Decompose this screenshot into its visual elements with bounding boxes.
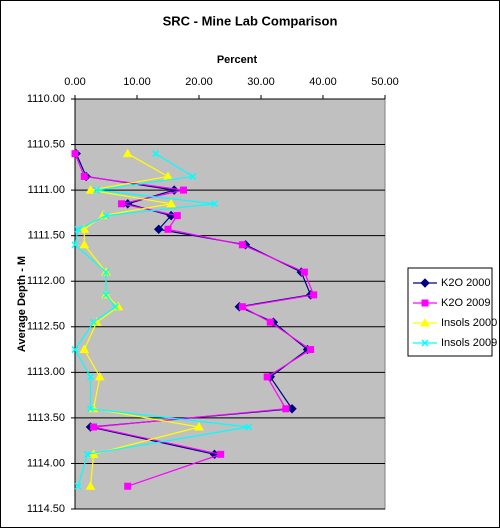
data-point xyxy=(310,291,318,299)
data-point xyxy=(111,303,119,311)
legend-marker xyxy=(420,317,430,327)
data-point xyxy=(210,200,219,208)
chart-title: SRC - Mine Lab Comparison xyxy=(163,13,338,28)
data-point xyxy=(263,373,271,381)
data-point xyxy=(102,291,110,299)
y-tick-label: 1114.00 xyxy=(27,457,65,469)
data-point xyxy=(189,172,197,180)
data-point xyxy=(152,150,160,158)
y-tick-label: 1110.00 xyxy=(27,93,65,105)
data-point xyxy=(74,482,82,490)
data-point xyxy=(217,450,225,458)
y-tick-label: 1110.50 xyxy=(27,138,65,150)
data-point xyxy=(90,318,98,326)
data-point xyxy=(173,212,181,220)
data-point xyxy=(153,224,164,234)
x-axis-label: Percent xyxy=(217,54,258,66)
data-point xyxy=(102,268,110,276)
data-point xyxy=(74,225,82,233)
data-point xyxy=(71,241,79,249)
data-point xyxy=(282,405,290,413)
data-point xyxy=(71,346,79,354)
data-point xyxy=(80,172,88,180)
y-tick-label: 1111.00 xyxy=(28,184,65,196)
data-point xyxy=(194,421,204,431)
legend-label: Insols 2009 xyxy=(441,337,497,349)
legend-marker xyxy=(421,339,429,347)
x-tick-label: 10.00 xyxy=(123,76,151,88)
y-tick-label: 1113.50 xyxy=(27,412,65,424)
y-tick-label: 1113.00 xyxy=(27,366,65,378)
data-point xyxy=(86,373,95,381)
data-point xyxy=(71,150,79,158)
data-point xyxy=(83,450,91,458)
data-point xyxy=(245,423,253,431)
data-point xyxy=(93,186,101,194)
y-tick-label: 1112.00 xyxy=(27,275,65,287)
data-point xyxy=(85,481,96,490)
data-point xyxy=(300,268,308,276)
data-point xyxy=(238,303,246,311)
data-point xyxy=(164,225,172,233)
data-point xyxy=(90,423,98,431)
y-tick-label: 1114.50 xyxy=(27,503,65,515)
data-point xyxy=(287,404,297,414)
legend-label: K2O 2000 xyxy=(441,277,491,289)
data-point xyxy=(79,239,90,249)
data-point xyxy=(180,186,187,194)
data-point xyxy=(102,212,110,220)
data-point xyxy=(86,405,95,413)
data-point xyxy=(124,482,132,490)
legend-label: K2O 2009 xyxy=(441,297,491,309)
x-tick-label: 0.00 xyxy=(64,76,85,88)
x-tick-label: 30.00 xyxy=(247,76,275,88)
plot-area xyxy=(74,98,386,510)
data-point xyxy=(166,198,176,208)
data-point xyxy=(122,148,133,158)
x-tick-label: 40.00 xyxy=(309,76,337,88)
y-axis-label: Average Depth - M xyxy=(16,256,28,352)
data-point xyxy=(118,200,125,208)
data-point xyxy=(94,371,105,381)
y-tick-label: 1112.50 xyxy=(27,321,65,333)
x-tick-label: 20.00 xyxy=(185,76,213,88)
data-point xyxy=(266,318,274,326)
legend-label: Insols 2000 xyxy=(441,317,497,329)
data-point xyxy=(307,346,315,354)
data-point xyxy=(85,185,96,194)
data-point xyxy=(238,241,246,249)
data-point xyxy=(79,224,90,233)
legend-marker xyxy=(421,299,429,307)
y-tick-label: 1111.50 xyxy=(28,230,65,242)
x-tick-label: 50.00 xyxy=(371,76,399,88)
legend-marker xyxy=(420,278,430,288)
data-point xyxy=(79,344,90,354)
